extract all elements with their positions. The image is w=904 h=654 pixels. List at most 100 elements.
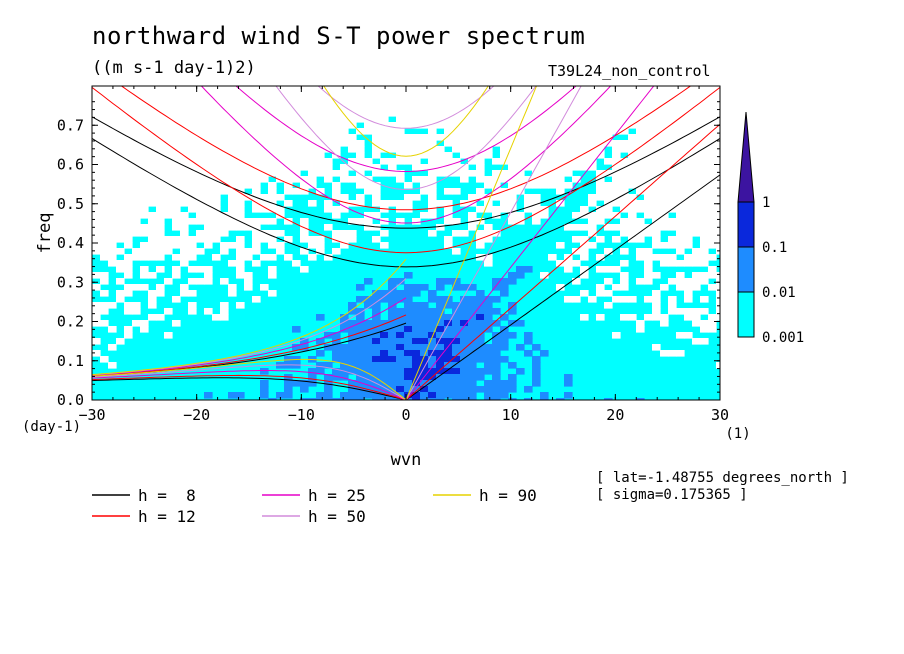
field-cell	[140, 164, 149, 171]
x-tick-label: 30	[711, 406, 729, 424]
field-cell	[684, 92, 693, 99]
field-cell	[452, 314, 461, 321]
field-cell	[252, 122, 261, 129]
field-cell	[660, 254, 669, 261]
field-cell	[524, 110, 533, 117]
field-cell	[476, 296, 485, 303]
field-cell	[412, 104, 421, 111]
field-cell	[212, 104, 221, 111]
field-cell	[700, 338, 709, 345]
field-cell	[372, 140, 381, 147]
field-cell	[204, 146, 213, 153]
field-cell	[452, 356, 461, 363]
field-cell	[652, 176, 661, 183]
field-cell	[188, 176, 197, 183]
field-cell	[660, 350, 669, 357]
field-cell	[252, 218, 261, 225]
field-cell	[460, 338, 469, 345]
field-cell	[604, 212, 613, 219]
field-cell	[644, 128, 653, 135]
field-cell	[572, 176, 581, 183]
field-cell	[204, 224, 213, 231]
field-cell	[500, 104, 509, 111]
field-cell	[660, 86, 669, 93]
field-cell	[92, 302, 101, 309]
field-cell	[124, 236, 133, 243]
field-cell	[484, 230, 493, 237]
field-cell	[348, 338, 357, 345]
field-cell	[620, 104, 629, 111]
field-cell	[124, 266, 133, 273]
field-cell	[700, 152, 709, 159]
field-cell	[108, 176, 117, 183]
field-cell	[412, 194, 421, 201]
field-cell	[396, 86, 405, 93]
field-cell	[612, 104, 621, 111]
field-cell	[372, 92, 381, 99]
field-cell	[388, 146, 397, 153]
field-cell	[428, 194, 437, 201]
field-cell	[620, 116, 629, 123]
field-cell	[676, 248, 685, 255]
field-cell	[364, 158, 373, 165]
field-cell	[172, 206, 181, 213]
field-cell	[612, 98, 621, 105]
field-cell	[148, 272, 157, 279]
field-cell	[132, 110, 141, 117]
field-cell	[492, 128, 501, 135]
field-cell	[444, 350, 453, 357]
field-cell	[524, 164, 533, 171]
field-cell	[284, 236, 293, 243]
field-cell	[132, 212, 141, 219]
field-cell	[348, 164, 357, 171]
field-cell	[484, 320, 493, 327]
field-cell	[156, 152, 165, 159]
field-cell	[308, 92, 317, 99]
field-cell	[108, 206, 117, 213]
field-cell	[220, 134, 229, 141]
field-cell	[260, 254, 269, 261]
field-cell	[476, 164, 485, 171]
field-cell	[332, 236, 341, 243]
field-cell	[180, 254, 189, 261]
rossby-curve	[92, 370, 407, 400]
field-cell	[676, 122, 685, 129]
field-cell	[620, 296, 629, 303]
field-cell	[580, 272, 589, 279]
field-cell	[468, 296, 477, 303]
field-cell	[380, 242, 389, 249]
field-cell	[244, 146, 253, 153]
field-cell	[684, 98, 693, 105]
field-cell	[372, 104, 381, 111]
field-cell	[452, 344, 461, 351]
field-cell	[108, 194, 117, 201]
field-cell	[564, 122, 573, 129]
field-cell	[188, 140, 197, 147]
field-cell	[196, 206, 205, 213]
field-cell	[420, 356, 429, 363]
field-cell	[276, 98, 285, 105]
field-cell	[412, 140, 421, 147]
field-cell	[420, 86, 429, 93]
field-cell	[188, 98, 197, 105]
field-cell	[316, 236, 325, 243]
field-cell	[588, 296, 597, 303]
field-cell	[628, 194, 637, 201]
field-cell	[260, 176, 269, 183]
field-cell	[132, 86, 141, 93]
field-cell	[148, 122, 157, 129]
field-cell	[100, 278, 109, 285]
field-cell	[676, 194, 685, 201]
field-cell	[324, 344, 333, 351]
field-cell	[340, 140, 349, 147]
field-cell	[668, 350, 677, 357]
field-cell	[700, 158, 709, 165]
field-cell	[124, 164, 133, 171]
field-cell	[628, 218, 637, 225]
field-cell	[204, 158, 213, 165]
field-cell	[268, 290, 277, 297]
field-cell	[220, 188, 229, 195]
field-cell	[220, 110, 229, 117]
field-cell	[684, 260, 693, 267]
field-cell	[652, 344, 661, 351]
